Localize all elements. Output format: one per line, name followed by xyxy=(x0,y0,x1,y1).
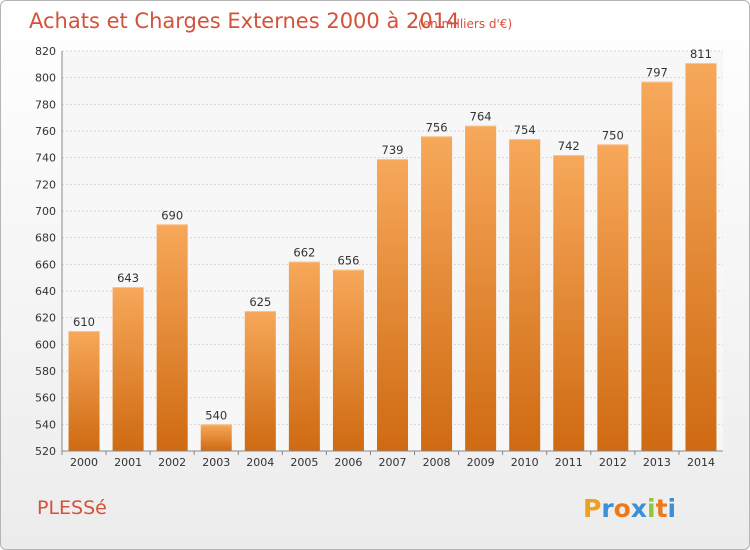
bar-2013 xyxy=(641,81,673,452)
value-label: 764 xyxy=(470,110,492,124)
y-tick-label: 680 xyxy=(35,232,56,245)
y-tick-label: 780 xyxy=(35,98,56,111)
logo-letter: t xyxy=(656,494,668,523)
y-tick-label: 660 xyxy=(35,258,56,271)
x-tick-label: 2001 xyxy=(114,456,142,469)
x-tick-label: 2013 xyxy=(643,456,671,469)
x-tick-label: 2006 xyxy=(334,456,362,469)
x-tick-label: 2007 xyxy=(379,456,407,469)
y-tick-label: 720 xyxy=(35,178,56,191)
bar-2011 xyxy=(553,155,585,451)
bar-2014 xyxy=(685,63,717,451)
value-label: 756 xyxy=(426,120,448,134)
x-tick-label: 2002 xyxy=(158,456,186,469)
y-tick-label: 560 xyxy=(35,392,56,405)
logo-letter: o xyxy=(614,494,631,523)
chart-title: Achats et Charges Externes 2000 à 2014 xyxy=(29,9,459,33)
y-tick-label: 740 xyxy=(35,152,56,165)
bar-2008 xyxy=(421,136,453,452)
bar-2004 xyxy=(244,311,276,451)
value-label: 797 xyxy=(646,66,668,80)
x-tick-label: 2008 xyxy=(423,456,451,469)
bar-2002 xyxy=(156,224,188,451)
x-tick-label: 2003 xyxy=(202,456,230,469)
bar-2005 xyxy=(288,261,320,451)
value-label: 662 xyxy=(293,246,315,260)
value-label: 656 xyxy=(337,254,359,268)
x-tick-label: 2014 xyxy=(687,456,715,469)
bar-2006 xyxy=(332,269,364,451)
value-label: 742 xyxy=(558,139,580,153)
x-tick-label: 2012 xyxy=(599,456,627,469)
y-tick-label: 640 xyxy=(35,285,56,298)
x-tick-label: 2000 xyxy=(70,456,98,469)
place-name: PLESSé xyxy=(37,497,107,519)
logo-letter: P xyxy=(583,494,601,523)
logo-letter: i xyxy=(647,494,656,523)
bar-2003 xyxy=(200,424,232,451)
value-label: 739 xyxy=(382,143,404,157)
value-label: 540 xyxy=(205,408,227,422)
bar-2010 xyxy=(509,139,541,451)
bar-2009 xyxy=(465,125,497,452)
x-tick-label: 2010 xyxy=(511,456,539,469)
value-label: 610 xyxy=(73,315,95,329)
y-tick-label: 580 xyxy=(35,365,56,378)
bar-2001 xyxy=(112,287,144,451)
value-label: 811 xyxy=(690,47,712,61)
y-tick-label: 620 xyxy=(35,312,56,325)
value-label: 754 xyxy=(514,123,536,137)
y-tick-label: 540 xyxy=(35,418,56,431)
chart-subtitle: (en milliers d'€) xyxy=(418,17,512,31)
y-tick-label: 800 xyxy=(35,72,56,85)
value-label: 643 xyxy=(117,271,139,285)
value-label: 750 xyxy=(602,128,624,142)
axes: 520 540 560 580 600 620 640 660 680 700 720 740 760 7… xyxy=(35,45,723,469)
y-tick-label: 700 xyxy=(35,205,56,218)
y-tick-label: 760 xyxy=(35,125,56,138)
x-tick-label: 2005 xyxy=(290,456,318,469)
y-tick-label: 520 xyxy=(35,445,56,458)
bar-2000 xyxy=(68,331,100,451)
value-label: 625 xyxy=(249,295,271,309)
bars: 610 643 690 540 625 662 656 739 756 764 754 742 750 7… xyxy=(68,47,717,452)
proxiti-logo: Proxiti xyxy=(583,494,676,523)
x-tick-label: 2011 xyxy=(555,456,583,469)
logo-letter: i xyxy=(668,494,677,523)
x-tick-label: 2004 xyxy=(246,456,274,469)
logo-letter: x xyxy=(631,494,647,523)
y-tick-label: 600 xyxy=(35,338,56,351)
value-label: 690 xyxy=(161,208,183,222)
bar-2012 xyxy=(597,144,629,452)
logo-letter: r xyxy=(601,494,614,523)
bar-2007 xyxy=(377,159,408,451)
x-tick-label: 2009 xyxy=(467,456,495,469)
y-tick-label: 820 xyxy=(35,45,56,58)
